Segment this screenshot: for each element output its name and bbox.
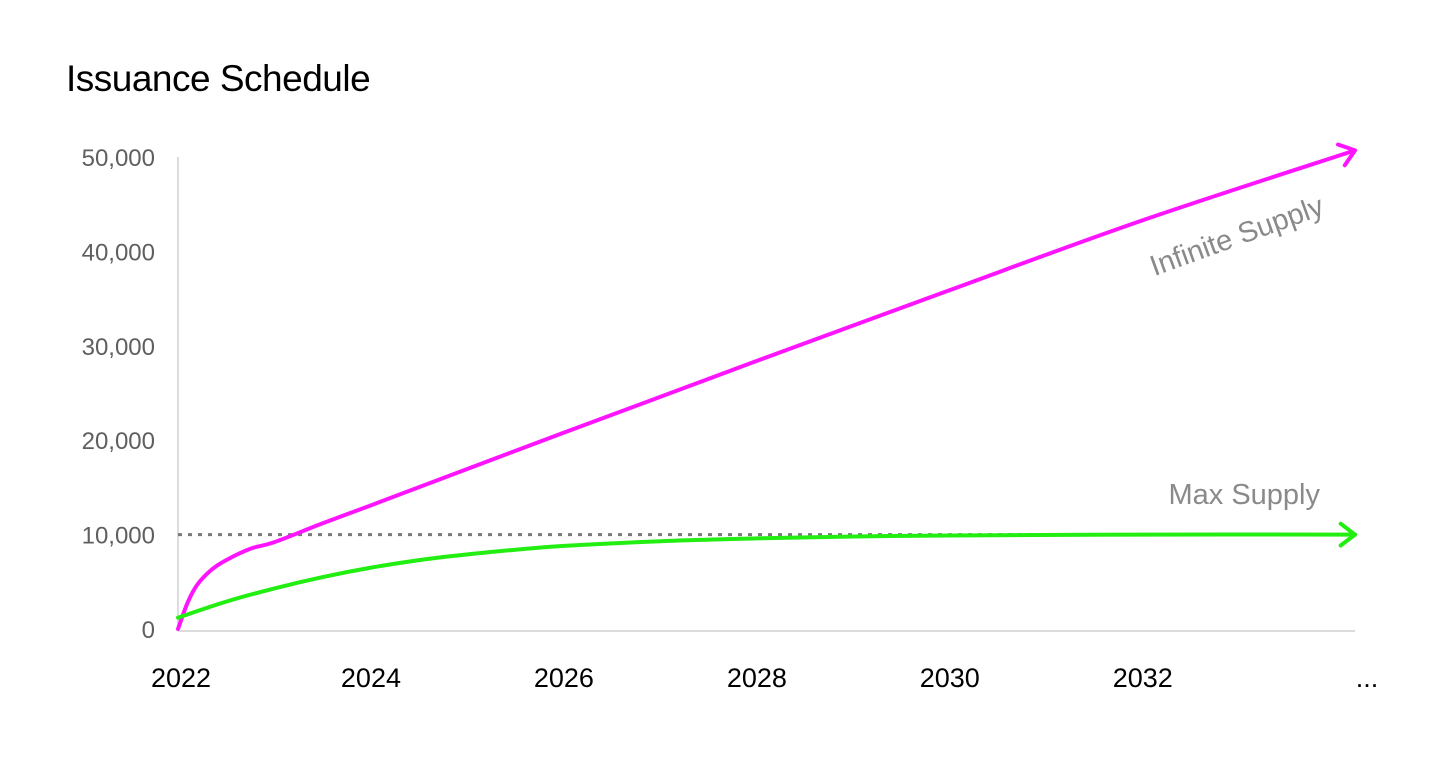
max-supply-label: Max Supply: [1168, 479, 1320, 511]
x-tick-label: 2030: [920, 663, 980, 693]
x-tick-label: 2024: [341, 663, 401, 693]
y-tick-label: 10,000: [82, 523, 155, 550]
x-tick-label: 2028: [727, 663, 787, 693]
infinite-supply-series-line: [176, 148, 1357, 631]
y-tick-label: 40,000: [82, 239, 155, 266]
chart-title: Issuance Schedule: [66, 58, 371, 99]
x-tick-label: 2022: [151, 663, 211, 693]
max-supply-series-line: [176, 532, 1357, 620]
x-tick-label: 2026: [534, 663, 594, 693]
y-tick-label: 30,000: [82, 334, 155, 361]
y-tick-label: 50,000: [82, 145, 155, 172]
max-supply-arrowhead: [1338, 521, 1357, 548]
x-tick-label: 2032: [1113, 663, 1173, 693]
y-tick-label: 20,000: [82, 428, 155, 455]
y-tick-label: 0: [142, 617, 155, 644]
x-tick-label: ...: [1356, 663, 1379, 693]
infinite-supply-arrowhead: [1335, 142, 1357, 168]
infinite-supply-label: Infinite Supply: [1146, 190, 1329, 283]
